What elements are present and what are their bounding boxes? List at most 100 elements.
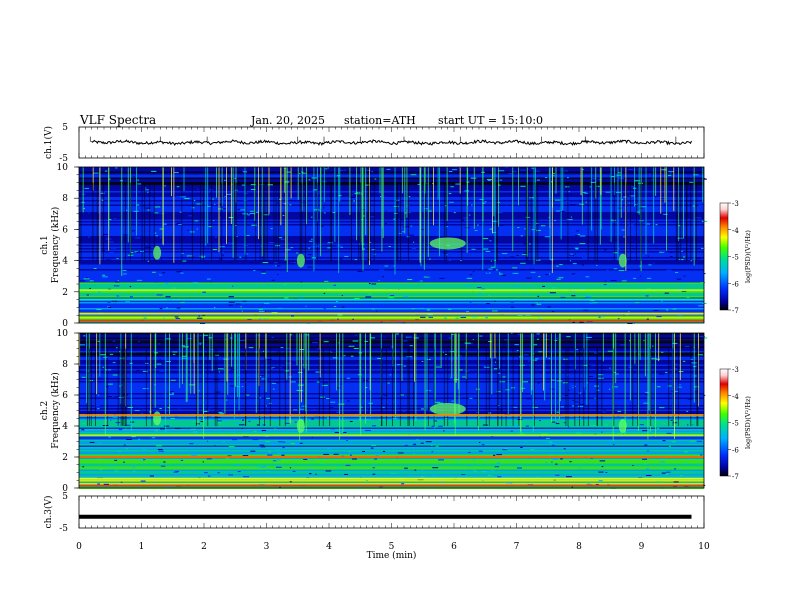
ch2-spectrogram-speckle (595, 484, 599, 486)
ch2-spectrogram-speckle (368, 409, 370, 411)
ch2-spectrogram-speckle (421, 470, 424, 472)
ch2-spectrogram-speckle (551, 444, 555, 446)
ch1-spectrogram-speckle (258, 308, 264, 310)
ch1-spectrogram-band (79, 278, 704, 280)
ch2-spectrogram-speckle (94, 405, 101, 407)
ch2-spectrogram-speckle (97, 394, 100, 396)
ch1-spectrogram-speckle (106, 306, 110, 308)
ch1-spectrogram-speckle (337, 314, 343, 316)
ch1-spectrogram-speckle (365, 184, 371, 186)
ch2-spectrogram-speckle (538, 435, 542, 437)
ch2-spectrogram-band (79, 396, 704, 398)
ch2-spectrogram-colorbar-tick-label: -5 (732, 420, 739, 428)
ch1-spectrogram-band (79, 251, 704, 253)
ch2-spectrogram-speckle (431, 445, 433, 447)
ch1-spectrogram-speckle (212, 198, 214, 200)
ch1-spectrogram-speckle (283, 203, 287, 205)
ch1-spectrogram-speckle (249, 188, 252, 190)
ch1-spectrogram-speckle (537, 316, 540, 318)
ch1-spectrogram-speckle (293, 261, 296, 263)
ch1-spectrogram-speckle (416, 280, 421, 282)
ch2-spectrogram-speckle (483, 460, 487, 462)
ch1-spectrogram-speckle (617, 207, 623, 209)
ch2-spectrogram-speckle (323, 341, 329, 343)
ch1-spectrogram-speckle (332, 212, 336, 214)
ch1-spectrogram-speckle (407, 279, 413, 281)
ch1-spectrogram-band (79, 203, 704, 205)
ch1-spectrogram-speckle (659, 251, 665, 253)
ch1-spectrogram-speckle (270, 228, 273, 230)
ch1-spectrogram-speckle (351, 204, 357, 206)
ch2-spectrogram-speckle (140, 480, 146, 482)
ch2-spectrogram-speckle (672, 422, 678, 424)
ch2-spectrogram-speckle (208, 399, 211, 401)
ch1-spectrogram-band (79, 228, 704, 231)
x-tick-label: 2 (201, 542, 207, 552)
ch2-spectrogram-speckle (537, 476, 539, 478)
ch2-spectrogram-colorbar-tick-label: -3 (732, 366, 739, 374)
ch2-spectrogram-speckle (266, 359, 272, 361)
ch2-spectrogram-speckle (519, 433, 525, 435)
ch1-spectrogram-speckle (536, 303, 542, 305)
ch1-spectrogram-band (79, 206, 704, 208)
ch2-spectrogram-speckle (279, 367, 282, 369)
ch1-spectrogram-speckle (583, 309, 589, 311)
ch2-spectrogram-speckle (327, 417, 329, 419)
ch2-spectrogram-speckle (472, 335, 477, 337)
ch2-spectrogram-speckle (262, 417, 269, 419)
ch1-spectrogram-speckle (498, 170, 505, 172)
ch1-spectrogram-speckle (147, 260, 150, 262)
ch2-spectrogram-speckle (105, 386, 109, 388)
ch1-spectrogram-band (79, 227, 704, 229)
ch1-spectrogram-speckle (648, 264, 652, 266)
ch1-spectrogram-speckle (393, 205, 399, 207)
ch1-spectrogram-speckle (634, 180, 641, 182)
ch1-spectrogram-speckle (251, 224, 257, 226)
ch1-spectrogram-speckle (545, 274, 550, 276)
ch1-spectrogram-speckle (137, 183, 142, 185)
ch1-spectrogram-speckle (572, 321, 575, 323)
ch2-spectrogram-speckle (549, 442, 555, 444)
ch2-spectrogram-speckle (502, 449, 508, 451)
ch1-spectrogram-speckle (552, 314, 558, 316)
ch1-spectrogram-speckle (660, 197, 666, 199)
ch1-spectrogram-band (79, 240, 704, 243)
ch1-spectrogram-speckle (510, 187, 513, 189)
ch1-spectrogram-speckle (390, 295, 394, 297)
ch2-spectrogram-speckle (483, 365, 487, 367)
ch2-spectrogram-band (79, 438, 704, 440)
ch2-spectrogram-speckle (571, 486, 573, 488)
ch1-spectrogram-speckle (523, 252, 528, 254)
ch1-spectrogram-speckle (391, 228, 394, 230)
ch1-spectrogram-speckle (333, 284, 336, 286)
ch1-spectrogram-speckle (296, 252, 299, 254)
ch2-spectrogram-speckle (226, 399, 228, 401)
ch1-spectrogram-speckle (653, 309, 659, 311)
ch2-spectrogram-speckle (428, 475, 431, 477)
ch2-spectrogram-speckle (662, 440, 666, 442)
ch1-spectrogram-speckle (700, 247, 705, 249)
ch2-spectrogram-speckle (214, 416, 221, 418)
ch2-spectrogram-speckle (594, 397, 596, 399)
ch1-spectrogram-speckle (666, 269, 672, 271)
ch2-spectrogram-speckle (175, 427, 181, 429)
ch2-spectrogram-speckle (223, 358, 229, 360)
ch2-spectrogram-speckle (442, 337, 449, 339)
ch2-spectrogram-speckle (132, 466, 135, 468)
ch2-spectrogram-speckle (127, 407, 133, 409)
ch1-spectrogram-band (79, 192, 704, 195)
ch1-spectrogram-speckle (471, 316, 478, 318)
ch2-spectrogram-speckle (598, 471, 604, 473)
ch2-spectrogram-speckle (491, 354, 496, 356)
ch2-spectrogram-speckle (126, 438, 132, 440)
ch2-spectrogram-band (79, 393, 704, 395)
ch1-spectrogram-speckle (448, 193, 452, 195)
ch1-spectrogram-speckle (461, 219, 465, 221)
ch1-spectrogram-speckle (607, 276, 610, 278)
ch1-spectrogram-speckle (430, 194, 433, 196)
ch2-spectrogram-speckle (354, 334, 358, 336)
ch1-spectrogram-speckle (122, 269, 127, 271)
ch1-spectrogram-speckle (647, 277, 652, 279)
ch1-spectrogram-speckle (406, 249, 408, 251)
ch1-spectrogram-speckle (147, 209, 151, 211)
